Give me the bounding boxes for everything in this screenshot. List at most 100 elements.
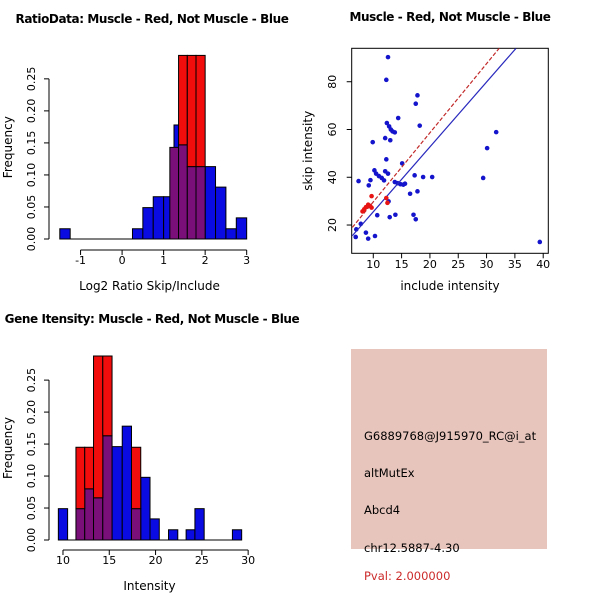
histogram-bar-not_muscle_blue — [121, 425, 132, 541]
histogram-bar-not_muscle_blue — [140, 476, 151, 541]
histogram-bar-overlap_purple — [75, 508, 86, 541]
data-point-not_muscle_blue — [413, 216, 419, 222]
y-tick-label: 0.20 — [25, 99, 38, 124]
histogram-bar-not_muscle_blue — [142, 207, 154, 240]
histogram-bar-not_muscle_blue — [149, 518, 160, 541]
y-axis-label: Frequency — [1, 417, 15, 479]
data-point-not_muscle_blue — [382, 135, 388, 141]
y-tick-label: 0.05 — [25, 496, 38, 520]
data-point-not_muscle_blue — [363, 230, 369, 235]
data-point-not_muscle_blue — [372, 233, 378, 239]
y-tick-label: 0.25 — [25, 368, 38, 393]
data-point-not_muscle_blue — [387, 214, 393, 220]
data-point-not_muscle_blue — [385, 171, 391, 176]
data-point-muscle_red — [384, 195, 389, 201]
y-tick-label: 80 — [326, 75, 339, 89]
chart-title: RatioData: Muscle - Red, Not Muscle - Bl… — [15, 12, 288, 26]
histogram-bar-muscle_red — [186, 54, 197, 168]
histogram-bar-overlap_purple — [102, 435, 113, 541]
x-axis-label: include intensity — [400, 279, 499, 293]
histogram-bar-not_muscle_blue — [111, 446, 123, 541]
x-tick-label: 15 — [395, 258, 409, 271]
x-tick-label: 20 — [149, 554, 163, 567]
gene-intensity-histogram-panel: Gene Itensity: Muscle - Red, Not Muscle … — [1, 312, 300, 593]
y-tick-label: 0.05 — [25, 195, 38, 220]
data-point-not_muscle_blue — [366, 183, 372, 188]
histogram-bar-not_muscle_blue — [204, 166, 217, 240]
data-point-muscle_red — [385, 200, 390, 206]
y-tick-label: 0.10 — [25, 163, 38, 188]
data-point-muscle_red — [369, 205, 374, 210]
data-point-not_muscle_blue — [407, 191, 413, 197]
data-point-not_muscle_blue — [370, 139, 376, 145]
gene-name-text: Abcd4 — [364, 503, 401, 517]
histogram-bar-overlap_purple — [93, 497, 104, 541]
x-tick-label: 15 — [102, 554, 116, 567]
trend-line-fit_blue — [351, 48, 517, 237]
histogram-bar-overlap_purple — [84, 488, 95, 541]
histogram-bar-not_muscle_blue — [152, 196, 165, 240]
x-axis-label: Intensity — [123, 579, 175, 593]
histogram-bar-muscle_red — [195, 54, 206, 168]
data-point-not_muscle_blue — [484, 145, 490, 151]
x-tick-label: 1 — [160, 254, 167, 267]
x-tick-label: 10 — [56, 554, 70, 567]
data-point-not_muscle_blue — [395, 115, 401, 121]
histogram-bar-muscle_red — [178, 54, 188, 146]
y-tick-label: 0.15 — [25, 131, 38, 156]
data-point-not_muscle_blue — [385, 54, 391, 60]
histogram-bar-overlap_purple — [130, 508, 142, 541]
gene-info-panel: G6889768@J915970_RC@i_at altMutEx Abcd4 … — [300, 300, 600, 600]
histogram-bar-overlap_purple — [186, 166, 197, 240]
histogram-bar-not_muscle_blue — [57, 508, 69, 541]
data-point-not_muscle_blue — [420, 174, 426, 180]
gene-info-box: G6889768@J915970_RC@i_at altMutEx Abcd4 … — [351, 349, 547, 583]
histogram-bar-overlap_purple — [169, 146, 180, 240]
histogram-bar-not_muscle_blue — [59, 228, 71, 240]
data-point-not_muscle_blue — [429, 174, 435, 180]
histogram-bar-not_muscle_blue — [235, 217, 248, 240]
probe-id-text: G6889768@J915970_RC@i_at — [364, 429, 537, 443]
data-point-not_muscle_blue — [368, 177, 373, 183]
data-point-not_muscle_blue — [412, 173, 417, 178]
chart-title: Muscle - Red, Not Muscle - Blue — [349, 10, 550, 24]
data-point-not_muscle_blue — [356, 178, 361, 184]
data-point-not_muscle_blue — [417, 123, 423, 128]
data-point-muscle_red — [369, 193, 374, 199]
x-axis-label: Log2 Ratio Skip/Include — [79, 279, 220, 293]
event-type-text: altMutEx — [364, 466, 415, 480]
x-tick-label: 25 — [195, 554, 209, 567]
x-tick-label: 10 — [366, 258, 380, 271]
histogram-bar-muscle_red — [102, 355, 113, 437]
y-axis-label: Frequency — [1, 116, 15, 178]
histogram-bar-not_muscle_blue — [168, 529, 179, 541]
y-tick-label: 40 — [326, 170, 339, 184]
ratio-histogram-panel: RatioData: Muscle - Red, Not Muscle - Bl… — [1, 12, 289, 293]
x-tick-label: -1 — [75, 254, 86, 267]
data-point-not_muscle_blue — [415, 189, 420, 194]
y-tick-label: 0.20 — [25, 400, 38, 425]
x-tick-label: 2 — [202, 254, 209, 267]
data-point-not_muscle_blue — [402, 181, 408, 187]
x-tick-label: 3 — [243, 254, 250, 267]
y-tick-label: 0.15 — [25, 432, 38, 457]
histogram-bar-not_muscle_blue — [185, 529, 196, 541]
data-point-not_muscle_blue — [480, 175, 486, 181]
histogram-bar-not_muscle_blue — [194, 508, 205, 541]
trend-line-fit_red — [351, 48, 500, 228]
x-tick-label: 25 — [451, 258, 465, 271]
y-tick-label: 0.00 — [25, 528, 38, 553]
y-axis-label: skip intensity — [301, 111, 315, 191]
data-point-not_muscle_blue — [381, 178, 387, 183]
y-tick-label: 60 — [326, 122, 339, 136]
data-point-not_muscle_blue — [384, 120, 390, 126]
x-tick-label: 40 — [536, 258, 550, 271]
data-point-not_muscle_blue — [384, 77, 389, 83]
data-point-muscle_red — [360, 209, 365, 214]
histogram-bar-muscle_red — [75, 446, 86, 510]
histogram-bar-muscle_red — [93, 355, 104, 499]
data-point-not_muscle_blue — [374, 212, 380, 218]
data-point-not_muscle_blue — [537, 239, 543, 245]
data-point-not_muscle_blue — [393, 212, 398, 218]
y-tick-label: 0.10 — [25, 464, 38, 489]
